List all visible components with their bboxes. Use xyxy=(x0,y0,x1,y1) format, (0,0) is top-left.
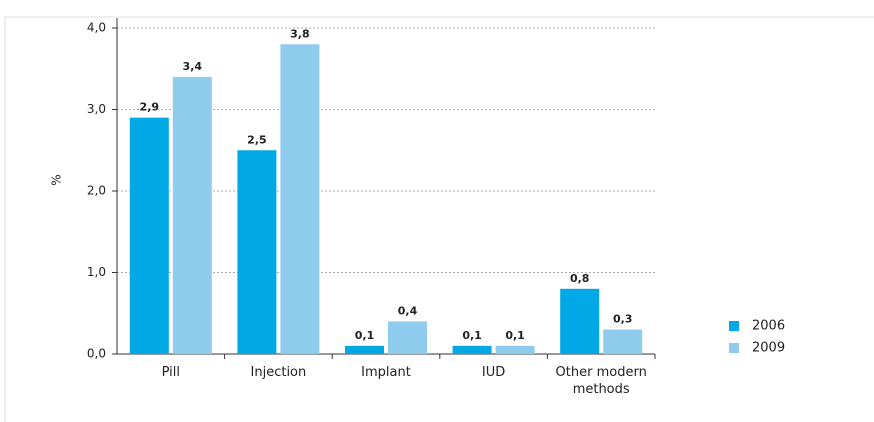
y-tick-label: 4,0 xyxy=(87,21,106,35)
value-label: 3,4 xyxy=(183,60,203,73)
bar xyxy=(172,76,212,355)
legend-label: 2009 xyxy=(752,341,785,356)
y-tick-label: 3,0 xyxy=(87,102,106,116)
bar xyxy=(388,321,427,354)
y-axis-label: % xyxy=(50,174,64,185)
bar xyxy=(452,345,492,354)
value-label: 2,5 xyxy=(247,133,267,146)
x-tick-label: Other modern methods xyxy=(555,365,647,397)
x-tick-label: Injection xyxy=(250,365,307,380)
bar xyxy=(280,44,320,355)
bar xyxy=(560,288,600,354)
legend-swatch xyxy=(729,343,739,353)
x-label-box: Other modern methods xyxy=(555,365,647,397)
y-tick-label: 0,0 xyxy=(87,347,106,361)
value-label: 0,4 xyxy=(398,304,418,317)
value-label: 0,1 xyxy=(462,329,482,342)
value-label: 0,1 xyxy=(505,329,525,342)
value-label: 0,3 xyxy=(613,313,633,326)
value-label: 2,9 xyxy=(140,101,160,114)
value-label: 0,8 xyxy=(570,272,590,285)
legend-label: 2006 xyxy=(752,319,785,334)
y-tick-label: 1,0 xyxy=(87,265,106,279)
legend-swatch xyxy=(729,321,739,331)
x-label-box: Pill xyxy=(161,365,180,380)
x-tick-label: Pill xyxy=(161,365,180,380)
bar xyxy=(603,329,643,354)
x-tick-label: Implant xyxy=(361,365,411,380)
x-label-box: IUD xyxy=(481,365,506,380)
value-label: 0,1 xyxy=(355,329,375,342)
bar xyxy=(345,345,384,354)
y-tick-label: 2,0 xyxy=(87,184,106,198)
bar xyxy=(237,150,277,354)
x-label-box: Implant xyxy=(361,365,411,380)
value-label: 3,8 xyxy=(290,27,310,40)
bar xyxy=(129,117,169,355)
frame xyxy=(4,16,874,422)
bar xyxy=(495,345,535,354)
x-label-box: Injection xyxy=(250,365,307,380)
x-tick-label: IUD xyxy=(481,365,506,380)
